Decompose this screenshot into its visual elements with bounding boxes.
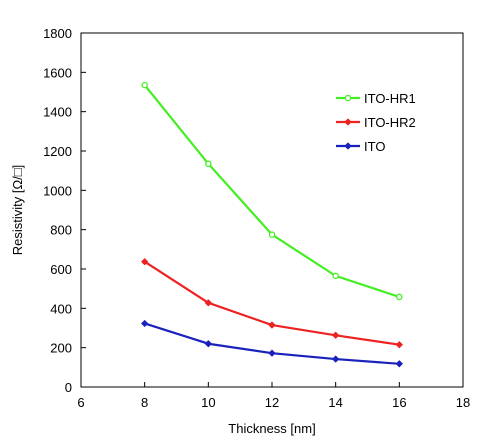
legend-marker bbox=[344, 142, 352, 150]
series-layer bbox=[140, 81, 404, 368]
data-point bbox=[395, 360, 404, 368]
y-tick-label: 1400 bbox=[43, 105, 72, 120]
legend-label: ITO bbox=[364, 139, 385, 154]
series-ito-hr2 bbox=[140, 257, 404, 349]
y-tick-label: 200 bbox=[50, 341, 72, 356]
legend-marker bbox=[344, 118, 352, 126]
y-tick-label: 600 bbox=[50, 262, 72, 277]
y-tick-label: 0 bbox=[65, 380, 72, 395]
data-point bbox=[204, 299, 213, 307]
x-tick-label: 14 bbox=[328, 395, 342, 410]
series-line bbox=[143, 84, 400, 298]
x-tick-label: 8 bbox=[141, 395, 148, 410]
x-tick-label: 18 bbox=[456, 395, 470, 410]
data-point bbox=[140, 257, 149, 266]
data-point bbox=[396, 293, 403, 301]
y-tick-label: 800 bbox=[50, 223, 72, 238]
data-point bbox=[395, 340, 404, 349]
data-point bbox=[205, 160, 212, 168]
y-axis-label: Resistivity [Ω/□] bbox=[10, 165, 25, 256]
legend-label: ITO-HR1 bbox=[364, 91, 416, 106]
x-axis: 6 8 10 12 14 16 18 bbox=[77, 382, 470, 410]
series-line bbox=[144, 322, 400, 365]
data-point bbox=[331, 331, 340, 340]
y-tick-label: 1800 bbox=[43, 26, 72, 41]
series-ito-hr1 bbox=[141, 81, 403, 301]
y-tick-label: 1200 bbox=[43, 144, 72, 159]
legend-marker bbox=[344, 94, 352, 102]
data-point bbox=[331, 355, 340, 363]
legend: ITO-HR1 ITO-HR2 ITO bbox=[336, 91, 416, 154]
x-axis-label: Thickness [nm] bbox=[228, 421, 315, 436]
series-ito bbox=[140, 319, 404, 368]
x-tick-label: 16 bbox=[392, 395, 406, 410]
data-point bbox=[141, 81, 148, 89]
y-tick-label: 400 bbox=[50, 301, 72, 316]
x-tick-label: 10 bbox=[201, 395, 215, 410]
data-point bbox=[332, 272, 339, 280]
y-tick-label: 1600 bbox=[43, 65, 72, 80]
data-point bbox=[268, 349, 276, 357]
y-axis: 0 200 400 600 800 1000 1200 1400 1600 1800 bbox=[43, 26, 86, 395]
y-tick-label: 1000 bbox=[43, 183, 72, 198]
plot-area bbox=[80, 32, 464, 388]
x-tick-label: 6 bbox=[77, 395, 84, 410]
legend-item: ITO-HR1 bbox=[336, 91, 416, 106]
data-point bbox=[140, 319, 149, 328]
data-point bbox=[268, 321, 276, 329]
legend-label: ITO-HR2 bbox=[364, 115, 416, 130]
legend-item: ITO bbox=[336, 139, 385, 154]
x-tick-label: 12 bbox=[265, 395, 279, 410]
legend-item: ITO-HR2 bbox=[336, 115, 416, 130]
series-line bbox=[144, 260, 400, 346]
data-point bbox=[204, 339, 213, 348]
data-point bbox=[268, 231, 276, 238]
